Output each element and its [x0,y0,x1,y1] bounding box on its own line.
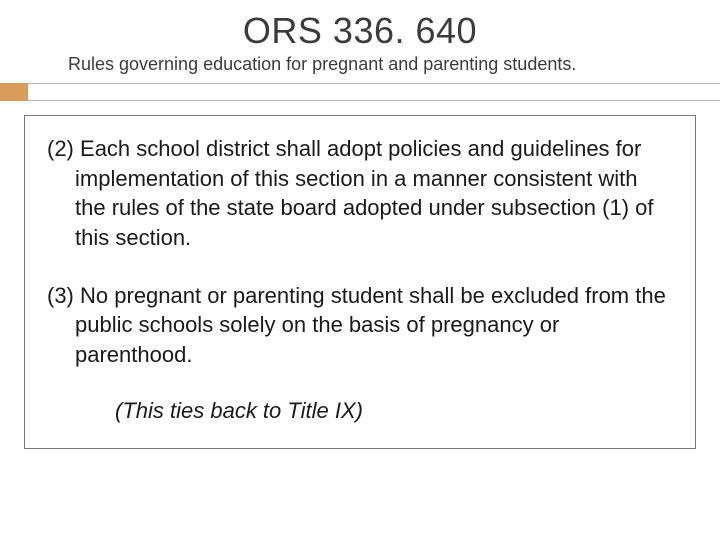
note-text: (This ties back to Title IX) [47,398,673,424]
accent-divider [0,83,720,101]
paragraph-text: No pregnant or parenting student shall b… [75,283,666,367]
paragraph-3: (3) No pregnant or parenting student sha… [47,281,673,370]
content-box: (2) Each school district shall adopt pol… [24,115,696,449]
slide-subtitle: Rules governing education for pregnant a… [28,54,720,83]
slide-header: ORS 336. 640 Rules governing education f… [0,0,720,83]
slide-title: ORS 336. 640 [0,10,720,52]
paragraph-2: (2) Each school district shall adopt pol… [47,134,673,253]
paragraph-number: (3) [47,283,74,308]
accent-block [0,83,28,101]
paragraph-text: Each school district shall adopt policie… [75,136,654,250]
paragraph-number: (2) [47,136,74,161]
accent-line [28,83,720,101]
